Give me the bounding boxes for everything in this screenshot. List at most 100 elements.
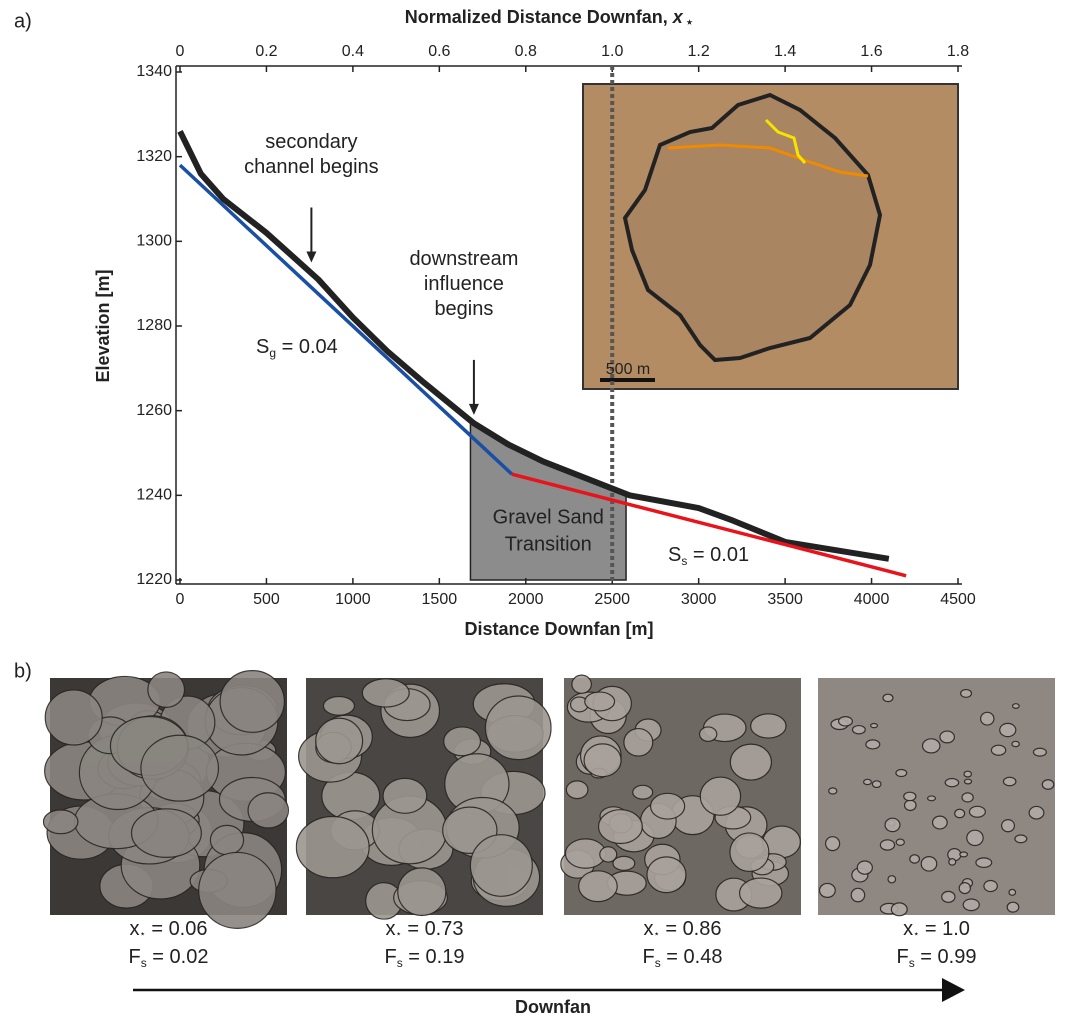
rock	[647, 857, 686, 893]
x2-tick-label: 0	[176, 43, 185, 60]
rock	[572, 675, 592, 693]
x2-tick-label: 1.4	[774, 43, 796, 60]
slope-label: Sg = 0.04	[256, 336, 338, 360]
rock	[600, 847, 617, 862]
rock	[1000, 723, 1016, 736]
y-tick-label: 1220	[136, 571, 172, 588]
x2-tick-label: 0.6	[428, 43, 450, 60]
rock	[872, 781, 881, 788]
cap-sym: F	[897, 946, 909, 968]
arrow-head	[306, 252, 316, 263]
cap-eq: =	[403, 946, 426, 968]
photo-caption: x⋆ = 0.86	[644, 918, 722, 940]
cap-sym: x	[903, 918, 913, 940]
rock	[852, 726, 865, 734]
cap-sym: F	[385, 946, 397, 968]
photo-caption: Fs = 0.19	[385, 946, 465, 970]
rock	[316, 718, 363, 763]
rock	[964, 771, 971, 777]
photo-caption: Fs = 0.48	[643, 946, 723, 970]
rock	[896, 839, 904, 845]
y-tick-label: 1240	[136, 487, 172, 504]
rock	[1012, 741, 1020, 746]
figure: a)Gravel SandTransition12201240126012801…	[0, 0, 1070, 1021]
rock	[964, 779, 971, 784]
rock	[888, 876, 896, 883]
rock	[905, 800, 917, 810]
x2-tick-label: 1.0	[601, 43, 623, 60]
rock	[700, 727, 717, 741]
annotation: downstream	[409, 248, 518, 270]
rock	[730, 833, 769, 871]
slope-value: = 0.01	[687, 544, 749, 566]
rock	[599, 810, 643, 844]
x2-title-sub: ⋆	[686, 15, 694, 29]
slope-sub: g	[269, 346, 276, 360]
rock	[969, 806, 985, 817]
rock	[960, 852, 968, 857]
y-axis-title: Elevation [m]	[93, 269, 113, 382]
x-tick-label: 1500	[422, 591, 458, 608]
cap-val: 0.48	[684, 946, 723, 968]
y-tick-label: 1300	[136, 233, 172, 250]
rock	[955, 809, 965, 817]
cap-val: 0.02	[170, 946, 209, 968]
rock	[851, 888, 864, 901]
rock	[910, 855, 920, 863]
rock	[323, 696, 354, 715]
rock	[1042, 780, 1054, 790]
rock	[984, 880, 997, 891]
cap-sym: x	[386, 918, 396, 940]
x2-title-var: x	[672, 7, 684, 27]
cap-eq: =	[402, 918, 425, 940]
cap-sym: x	[644, 918, 654, 940]
rock	[1003, 777, 1015, 786]
x-tick-label: 500	[253, 591, 280, 608]
x-tick-label: 1000	[335, 591, 371, 608]
cap-val: 0.73	[425, 918, 464, 940]
rock	[296, 817, 369, 878]
cap-eq: =	[919, 918, 942, 940]
rock	[991, 745, 1005, 755]
rock	[883, 694, 893, 701]
cap-val: 1.0	[942, 918, 970, 940]
x-axis-title: Distance Downfan [m]	[464, 619, 653, 639]
rock	[949, 859, 956, 865]
rock	[398, 868, 446, 916]
photo-caption: x⋆ = 0.06	[130, 918, 208, 940]
rock	[585, 692, 615, 711]
rock	[470, 835, 532, 897]
rock	[1009, 889, 1016, 895]
rock	[148, 672, 185, 707]
x-tick-label: 4500	[940, 591, 976, 608]
x2-tick-label: 0.4	[342, 43, 364, 60]
rock	[613, 856, 635, 870]
arrow-head	[469, 404, 479, 415]
rock	[132, 809, 202, 858]
cap-eq: =	[661, 946, 684, 968]
annotation: channel begins	[244, 156, 379, 178]
rock	[362, 679, 409, 707]
rock	[220, 671, 284, 733]
slope-symbol: S	[668, 544, 681, 566]
rock	[885, 818, 900, 831]
panel-label: a)	[14, 10, 32, 32]
rock	[1029, 806, 1044, 819]
y-tick-label: 1280	[136, 317, 172, 334]
rock	[891, 903, 907, 916]
rock	[864, 779, 872, 784]
x2-title-text: Normalized Distance Downfan,	[405, 7, 673, 27]
rock	[485, 696, 551, 760]
rock	[751, 714, 786, 738]
rock	[962, 793, 973, 802]
rock	[383, 778, 427, 813]
y-tick-label: 1320	[136, 148, 172, 165]
annotation: secondary	[265, 131, 357, 153]
rock	[248, 793, 288, 828]
annotation: begins	[434, 298, 493, 320]
arrow-label: Downfan	[515, 997, 591, 1017]
photo-caption: Fs = 0.02	[129, 946, 209, 970]
rock	[1002, 820, 1015, 832]
x-tick-label: 3000	[681, 591, 717, 608]
rock	[45, 690, 102, 745]
